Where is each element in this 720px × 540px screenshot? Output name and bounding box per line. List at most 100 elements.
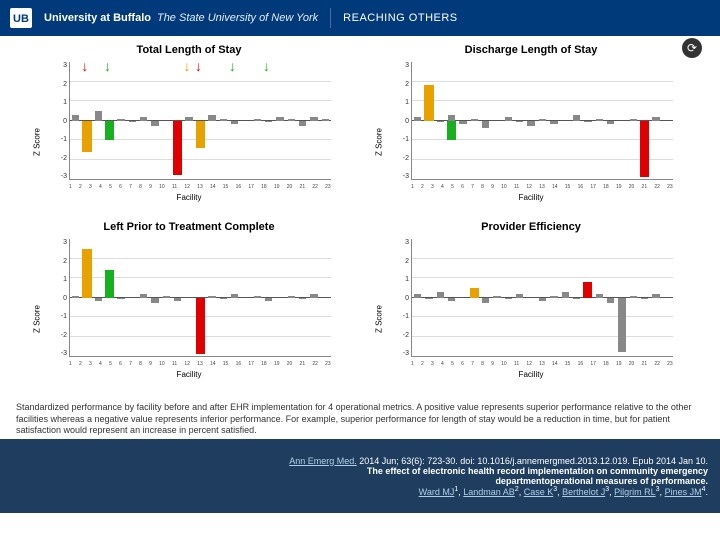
highlight-bar (424, 85, 433, 120)
x-axis-label: Facility (519, 370, 544, 379)
bar (482, 121, 489, 129)
bar (607, 121, 614, 125)
affiliation-sup: 4 (702, 486, 706, 493)
y-axis-label: Z Score (375, 128, 384, 156)
chart-area: 3210-1-2-3Z ScoreFacility123456789101112… (39, 58, 339, 198)
bar (573, 298, 580, 300)
arrow-icon: ↓ (183, 58, 190, 74)
x-axis-label: Facility (519, 193, 544, 202)
bar (471, 119, 478, 121)
highlight-bar (640, 121, 649, 178)
bars (412, 239, 673, 356)
journal-link[interactable]: Ann Emerg Med. (289, 456, 357, 466)
bar (208, 115, 215, 121)
bar (95, 111, 102, 121)
chart-panel: Left Prior to Treatment Complete 3210-1-2… (20, 221, 358, 394)
y-axis-label: Z Score (33, 305, 42, 333)
bar (231, 294, 238, 298)
bar (505, 298, 512, 300)
bar (265, 121, 272, 123)
plot-region (69, 239, 331, 357)
chart-grid: Total Length of Stay3210-1-2-3Z ScoreFac… (20, 44, 700, 394)
bar (140, 117, 147, 121)
bar (652, 117, 659, 121)
highlight-bar (105, 121, 114, 140)
affiliation-sup: 3 (553, 486, 557, 493)
chart-title: Discharge Length of Stay (465, 44, 598, 56)
author-link[interactable]: Landman AB (463, 487, 515, 497)
figure-caption: Standardized performance by facility bef… (0, 398, 720, 439)
arrow-icon: ↓ (195, 58, 202, 74)
citation-text: 2014 Jun; 63(6): 723-30. doi: 10.1016/j.… (357, 456, 708, 466)
authors-line: Ward MJ1, Landman AB2, Case K3, Berthelo… (419, 486, 708, 497)
y-axis-label: Z Score (33, 128, 42, 156)
bar (254, 119, 261, 121)
article-title-1: The effect of electronic health record i… (367, 466, 708, 476)
highlight-bar (583, 282, 592, 298)
chart-area: 3210-1-2-3Z ScoreFacility123456789101112… (39, 235, 339, 375)
author-link[interactable]: Ward MJ (419, 487, 455, 497)
reaching-others: REACHING OTHERS (343, 12, 457, 24)
bar (630, 119, 637, 121)
bar (630, 296, 637, 298)
x-axis-label: Facility (177, 370, 202, 379)
bar (322, 119, 329, 121)
y-axis-label: Z Score (375, 305, 384, 333)
bar (72, 296, 79, 298)
bar (151, 298, 158, 304)
bar (95, 298, 102, 302)
chart-panel: Provider Efficiency3210-1-2-3Z ScoreFaci… (362, 221, 700, 394)
bar (527, 121, 534, 127)
bar (129, 121, 136, 123)
bar (448, 298, 455, 302)
bar (220, 298, 227, 300)
bar (414, 294, 421, 298)
bar (437, 292, 444, 298)
bar (596, 119, 603, 121)
chart-area: 3210-1-2-3Z ScoreFacility123456789101112… (381, 58, 681, 198)
author-link[interactable]: Berthelot J (562, 487, 605, 497)
x-ticks: 1234567891011121314151617181920212223 (69, 361, 331, 367)
bar (72, 115, 79, 121)
university-name: University at Buffalo (44, 12, 151, 24)
affiliation-sup: 3 (656, 486, 660, 493)
chart-title: Total Length of Stay (137, 44, 242, 56)
bar (231, 121, 238, 125)
bar (151, 121, 158, 127)
bar (607, 298, 614, 304)
bar (482, 298, 489, 304)
bar (288, 296, 295, 298)
affiliation-sup: 1 (454, 486, 458, 493)
author-link[interactable]: Case K (524, 487, 554, 497)
author-link[interactable]: Pilgrim RL (614, 487, 656, 497)
citation-footer: Ann Emerg Med. 2014 Jun; 63(6): 723-30. … (0, 439, 720, 513)
highlight-bar (470, 288, 479, 298)
arrow-icon: ↓ (104, 58, 111, 74)
university-subtitle: The State University of New York (157, 12, 318, 24)
author-link[interactable]: Pines JM (665, 487, 702, 497)
bar (299, 298, 306, 300)
bar (117, 298, 124, 300)
chart-title: Left Prior to Treatment Complete (103, 221, 274, 233)
x-axis-label: Facility (177, 193, 202, 202)
bar (185, 117, 192, 121)
highlight-bar (173, 121, 182, 176)
x-ticks: 1234567891011121314151617181920212223 (411, 184, 673, 190)
bar (459, 121, 466, 125)
bar (493, 296, 500, 298)
x-ticks: 1234567891011121314151617181920212223 (69, 184, 331, 190)
bar (414, 117, 421, 121)
affiliation-sup: 3 (605, 486, 609, 493)
bar (265, 298, 272, 302)
highlight-bar (447, 121, 456, 140)
highlight-bar (105, 270, 114, 297)
bar (288, 119, 295, 121)
arrow-icon: ↓ (229, 58, 236, 74)
article-title-2: departmentoperational measures of perfor… (495, 476, 708, 486)
bar (584, 121, 591, 123)
y-ticks: 3210-1-2-3 (395, 62, 409, 180)
bar (505, 117, 512, 121)
bar (276, 117, 283, 121)
chart-area: 3210-1-2-3Z ScoreFacility123456789101112… (381, 235, 681, 375)
bar (208, 296, 215, 298)
